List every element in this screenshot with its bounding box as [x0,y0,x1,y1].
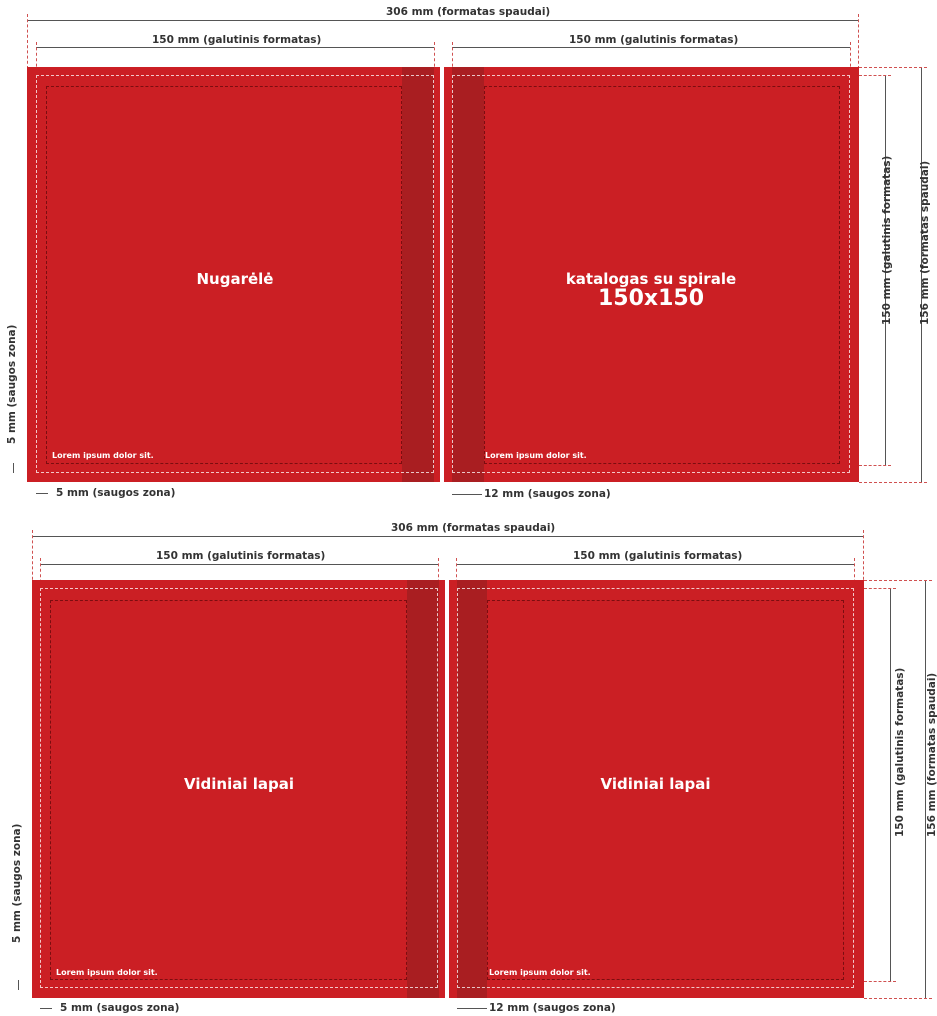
bottom-print-height-label: 156 mm (formatas spaudai) [926,672,937,837]
bottom-final-height-label: 150 mm (galutinis formatas) [894,667,906,837]
bottom-final-height-tick-t [864,588,896,589]
bottom-print-height-tick-b [864,998,932,999]
top-final-height-tick-b [859,465,891,466]
bottom-print-width-tick-left [32,530,33,585]
top-left-safe-zone [46,86,402,464]
bottom-final-height-line [890,588,891,981]
bottom-left-page [32,580,447,998]
top-right-final-label: 150 mm (galutinis formatas) [569,34,739,46]
top-left-page-title: Nugarėlė [196,270,274,288]
top-print-width-line [27,20,859,21]
bottom-print-width-line [32,536,864,537]
bottom-bottom-right-safe-label: 12 mm (saugos zona) [489,1002,616,1014]
top-right-page-title-line1: katalogas su spirale [565,270,737,288]
bottom-left-final-label: 150 mm (galutinis formatas) [156,550,326,562]
bottom-right-page-small-text: Lorem ipsum dolor sit. [489,968,591,977]
bottom-bottom-right-safe-marker [457,1008,487,1009]
top-print-height-tick-b [859,482,927,483]
top-right-page [444,67,859,482]
bottom-print-width-label: 306 mm (formatas spaudai) [391,522,556,534]
top-print-height-line [921,67,922,482]
top-right-spine-band [452,67,484,482]
bottom-final-height-tick-b [864,981,896,982]
bottom-left-safe-vertical-label: 5 mm (saugos zona) [11,823,23,943]
top-left-final-label: 150 mm (galutinis formatas) [152,34,322,46]
top-page-gap [440,67,444,482]
top-left-page [27,67,442,482]
bottom-left-safe-vertical-marker [18,980,19,990]
bottom-left-page-title: Vidiniai lapai [184,775,294,793]
top-print-height-label: 156 mm (formatas spaudai) [919,160,931,325]
bottom-right-page-title: Vidiniai lapai [600,775,711,793]
top-final-height-line [885,75,886,465]
bottom-right-final-tick-l [456,558,457,588]
bottom-page-gap [445,580,449,998]
top-left-final-line [36,47,434,48]
bottom-right-final-tick-r [854,558,855,588]
bottom-left-final-line [40,564,438,565]
top-right-safe-zone [484,86,840,464]
top-print-height-tick-t [859,67,927,68]
bottom-left-final-tick-l [40,558,41,588]
top-left-final-tick-r [434,42,435,72]
top-print-width-tick-right [858,14,859,69]
bottom-right-final-line [456,564,854,565]
top-right-final-tick-l [452,42,453,72]
bottom-left-final-tick-r [438,558,439,588]
top-right-page-title-line2: 150x150 [597,286,705,311]
bottom-right-spine-band [457,580,487,998]
top-left-safe-vertical-label: 5 mm (saugos zona) [6,324,18,444]
top-final-height-tick-t [859,75,891,76]
top-bottom-left-safe-label: 5 mm (saugos zona) [56,487,176,499]
top-right-page-small-text: Lorem ipsum dolor sit. [485,451,587,460]
top-final-height-label: 150 mm (galutinis formatas) [881,155,893,325]
bottom-right-trim [457,588,854,988]
top-left-final-tick-l [36,42,37,72]
bottom-left-trim [40,588,438,988]
top-right-final-line [452,47,850,48]
bottom-print-height-tick-t [864,580,932,581]
top-right-trim [452,75,850,473]
bottom-right-final-label: 150 mm (galutinis formatas) [573,550,743,562]
bottom-left-spine-band [407,580,439,998]
bottom-right-page [449,580,864,998]
bottom-right-safe-zone [487,600,844,980]
top-bottom-left-safe-marker [36,493,48,494]
top-left-page-small-text: Lorem ipsum dolor sit. [52,451,154,460]
bottom-print-height-line [925,580,926,998]
bottom-bottom-left-safe-label: 5 mm (saugos zona) [60,1002,180,1014]
bottom-bottom-left-safe-marker [40,1008,52,1009]
bottom-left-safe-zone [50,600,407,980]
top-print-width-label: 306 mm (formatas spaudai) [386,6,551,18]
top-bottom-right-safe-marker [452,494,482,495]
top-left-spine-band [402,67,434,482]
top-left-safe-vertical-marker [13,463,14,473]
bottom-print-width-tick-right [863,530,864,585]
top-right-final-tick-r [850,42,851,72]
top-bottom-right-safe-label: 12 mm (saugos zona) [484,488,611,500]
top-left-trim [36,75,434,473]
top-print-width-tick-left [27,14,28,69]
bottom-left-page-small-text: Lorem ipsum dolor sit. [56,968,158,977]
